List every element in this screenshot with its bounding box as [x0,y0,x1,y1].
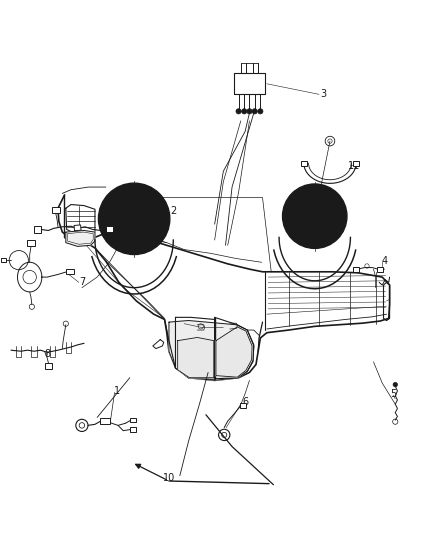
Polygon shape [66,230,95,246]
FancyBboxPatch shape [74,225,81,231]
FancyBboxPatch shape [377,267,383,272]
Text: 1: 1 [113,386,120,396]
Text: 6: 6 [242,397,248,407]
Circle shape [283,184,347,248]
Circle shape [126,211,142,227]
Circle shape [121,207,124,210]
FancyBboxPatch shape [66,269,74,274]
Circle shape [318,230,320,232]
FancyBboxPatch shape [130,418,136,423]
Circle shape [303,224,306,227]
Circle shape [137,201,140,204]
Text: 5: 5 [390,389,396,399]
Text: 11: 11 [348,161,360,171]
FancyBboxPatch shape [301,161,307,166]
Text: 4: 4 [381,256,388,266]
Polygon shape [234,73,265,94]
Text: 2: 2 [170,206,177,216]
Circle shape [121,228,124,230]
FancyBboxPatch shape [353,161,359,166]
Circle shape [242,109,247,114]
Circle shape [247,109,252,114]
Circle shape [99,183,170,255]
Text: 10: 10 [163,473,175,483]
Circle shape [252,109,257,114]
Circle shape [236,109,241,114]
Circle shape [303,206,306,208]
Polygon shape [216,327,252,377]
Circle shape [318,200,320,203]
FancyBboxPatch shape [240,403,246,408]
FancyBboxPatch shape [353,266,359,271]
Polygon shape [178,337,214,378]
Circle shape [137,234,140,237]
FancyBboxPatch shape [106,226,113,231]
Text: 7: 7 [79,277,85,287]
FancyBboxPatch shape [45,364,52,369]
FancyBboxPatch shape [34,226,41,232]
FancyBboxPatch shape [130,427,136,432]
FancyBboxPatch shape [52,207,60,213]
Circle shape [393,383,397,387]
FancyBboxPatch shape [27,240,35,246]
Circle shape [258,109,263,114]
Text: 3: 3 [320,90,326,99]
FancyBboxPatch shape [1,258,6,262]
Circle shape [326,215,329,217]
FancyBboxPatch shape [100,418,110,424]
Circle shape [147,217,150,220]
Text: 8: 8 [44,349,50,359]
Polygon shape [169,320,254,381]
Circle shape [307,209,322,223]
